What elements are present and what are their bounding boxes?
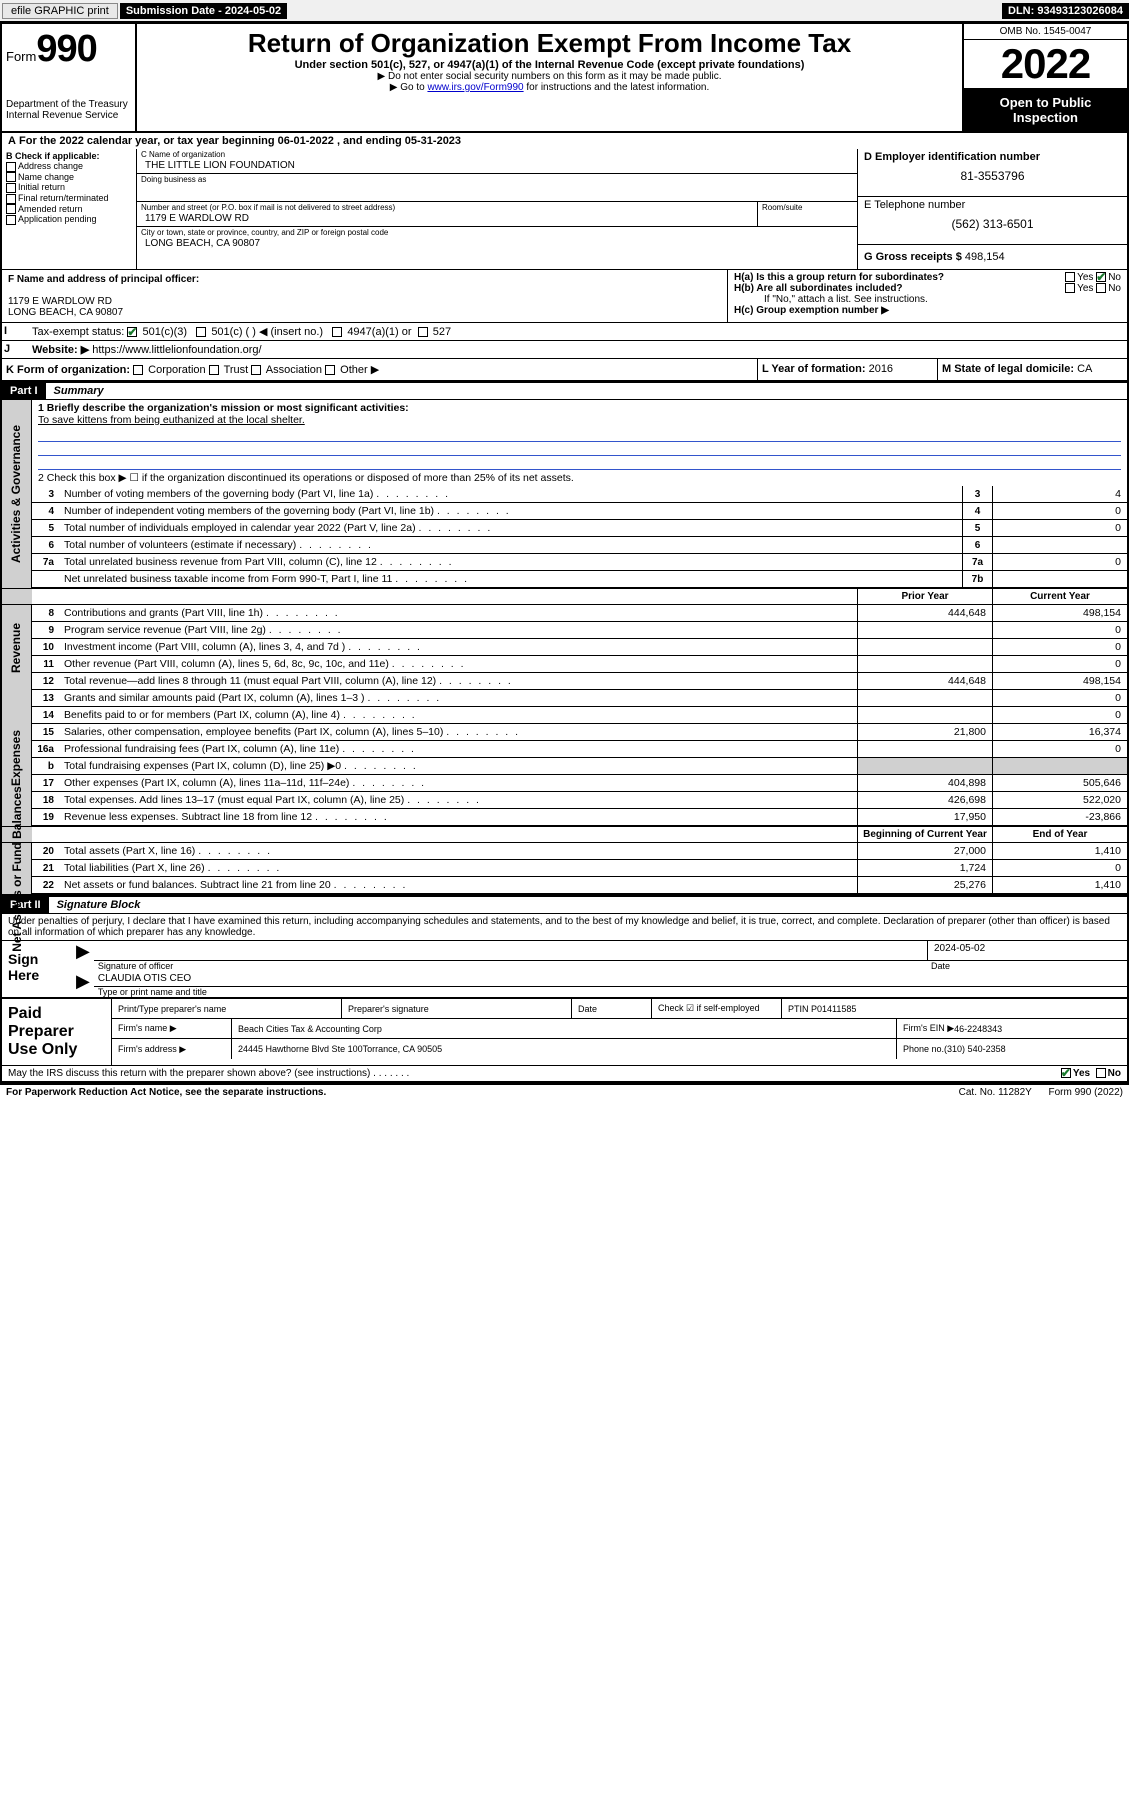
header-right: OMB No. 1545-0047 2022 Open to Public In…	[962, 24, 1127, 131]
declaration: Under penalties of perjury, I declare th…	[2, 914, 1127, 940]
irs-label: Internal Revenue Service	[6, 110, 131, 121]
end-year-hdr: End of Year	[992, 827, 1127, 842]
dln-label: DLN: 93493123026084	[1002, 3, 1129, 19]
org-city: LONG BEACH, CA 90807	[137, 238, 857, 251]
table-row: 3 Number of voting members of the govern…	[32, 486, 1127, 503]
header-center: Return of Organization Exempt From Incom…	[137, 24, 962, 131]
gross-receipts: 498,154	[965, 251, 1005, 263]
line-m-state: M State of legal domicile: CA	[937, 359, 1127, 380]
open-inspection: Open to Public Inspection	[964, 89, 1127, 131]
table-row: 9 Program service revenue (Part VIII, li…	[32, 622, 1127, 639]
part1-header: Part ISummary	[2, 382, 1127, 400]
line-k-form: K Form of organization: Corporation Trus…	[2, 359, 757, 380]
table-row: 10 Investment income (Part VIII, column …	[32, 639, 1127, 656]
top-toolbar: efile GRAPHIC print Submission Date - 20…	[0, 0, 1129, 22]
part2-header: Part IISignature Block	[2, 896, 1127, 914]
tax-year: 2022	[964, 40, 1127, 89]
paid-preparer-label: Paid Preparer Use Only	[2, 999, 112, 1065]
officer-name: CLAUDIA OTIS CEO	[94, 971, 1127, 987]
side-revenue: Revenue	[2, 605, 32, 690]
tax-period: A For the 2022 calendar year, or tax yea…	[2, 133, 1127, 149]
table-row: 18 Total expenses. Add lines 13–17 (must…	[32, 792, 1127, 809]
side-governance: Activities & Governance	[2, 400, 32, 588]
ein-value: 81-3553796	[864, 163, 1121, 183]
table-row: 21 Total liabilities (Part X, line 26) 1…	[32, 860, 1127, 877]
column-b-checkboxes: B Check if applicable: Address change Na…	[2, 149, 137, 269]
table-row: 4 Number of independent voting members o…	[32, 503, 1127, 520]
table-row: 16a Professional fundraising fees (Part …	[32, 741, 1127, 758]
footer: For Paperwork Reduction Act Notice, see …	[0, 1083, 1129, 1100]
side-net-assets: Net Assets or Fund Balances	[2, 843, 32, 894]
preparer-row-3: Firm's address ▶ 24445 Hawthorne Blvd St…	[112, 1039, 1127, 1059]
line-h-group: H(a) Is this a group return for subordin…	[727, 270, 1127, 322]
form-title: Return of Organization Exempt From Incom…	[141, 28, 958, 59]
org-address: 1179 E WARDLOW RD	[137, 213, 757, 226]
telephone: (562) 313-6501	[864, 211, 1121, 231]
begin-year-hdr: Beginning of Current Year	[857, 827, 992, 842]
table-row: Net unrelated business taxable income fr…	[32, 571, 1127, 588]
table-row: 13 Grants and similar amounts paid (Part…	[32, 690, 1127, 707]
table-row: 7a Total unrelated business revenue from…	[32, 554, 1127, 571]
table-row: 22 Net assets or fund balances. Subtract…	[32, 877, 1127, 894]
table-row: 5 Total number of individuals employed i…	[32, 520, 1127, 537]
table-row: 12 Total revenue—add lines 8 through 11 …	[32, 673, 1127, 690]
irs-discuss: May the IRS discuss this return with the…	[2, 1065, 1127, 1081]
line-j-website: Website: ▶ https://www.littlelionfoundat…	[30, 341, 1127, 358]
prior-year-hdr: Prior Year	[857, 589, 992, 604]
table-row: 14 Benefits paid to or for members (Part…	[32, 707, 1127, 724]
form-990: Form990 Department of the Treasury Inter…	[0, 22, 1129, 1083]
subtitle-1: Under section 501(c), 527, or 4947(a)(1)…	[141, 59, 958, 71]
subtitle-2: ▶ Do not enter social security numbers o…	[141, 71, 958, 82]
table-row: 11 Other revenue (Part VIII, column (A),…	[32, 656, 1127, 673]
efile-print-button[interactable]: efile GRAPHIC print	[2, 3, 118, 19]
table-row: 15 Salaries, other compensation, employe…	[32, 724, 1127, 741]
header-left: Form990 Department of the Treasury Inter…	[2, 24, 137, 131]
table-row: 17 Other expenses (Part IX, column (A), …	[32, 775, 1127, 792]
subtitle-3: ▶ Go to www.irs.gov/Form990 for instruct…	[141, 82, 958, 93]
table-row: 8 Contributions and grants (Part VIII, l…	[32, 605, 1127, 622]
preparer-row-1: Print/Type preparer's name Preparer's si…	[112, 999, 1127, 1019]
submission-date: Submission Date - 2024-05-02	[120, 3, 287, 19]
line-l-year: L Year of formation: 2016	[757, 359, 937, 380]
irs-link[interactable]: www.irs.gov/Form990	[427, 82, 523, 93]
org-name: THE LITTLE LION FOUNDATION	[137, 160, 857, 173]
preparer-row-2: Firm's name ▶ Beach Cities Tax & Account…	[112, 1019, 1127, 1039]
omb-number: OMB No. 1545-0047	[964, 24, 1127, 40]
dept-label: Department of the Treasury	[6, 99, 131, 110]
table-row: 20 Total assets (Part X, line 16) 27,000…	[32, 843, 1127, 860]
table-row: 6 Total number of volunteers (estimate i…	[32, 537, 1127, 554]
column-d-ein: D Employer identification number 81-3553…	[857, 149, 1127, 269]
table-row: b Total fundraising expenses (Part IX, c…	[32, 758, 1127, 775]
q2-checkbox: 2 Check this box ▶ ☐ if the organization…	[32, 470, 1127, 486]
mission-text: To save kittens from being euthanized at…	[38, 414, 305, 426]
column-c-org: C Name of organization THE LITTLE LION F…	[137, 149, 857, 269]
line-i-status: Tax-exempt status: 501(c)(3) 501(c) ( ) …	[30, 323, 1127, 340]
current-year-hdr: Current Year	[992, 589, 1127, 604]
mission-question: 1 Briefly describe the organization's mi…	[32, 400, 1127, 428]
line-f-officer: F Name and address of principal officer:…	[2, 270, 727, 322]
table-row: 19 Revenue less expenses. Subtract line …	[32, 809, 1127, 826]
